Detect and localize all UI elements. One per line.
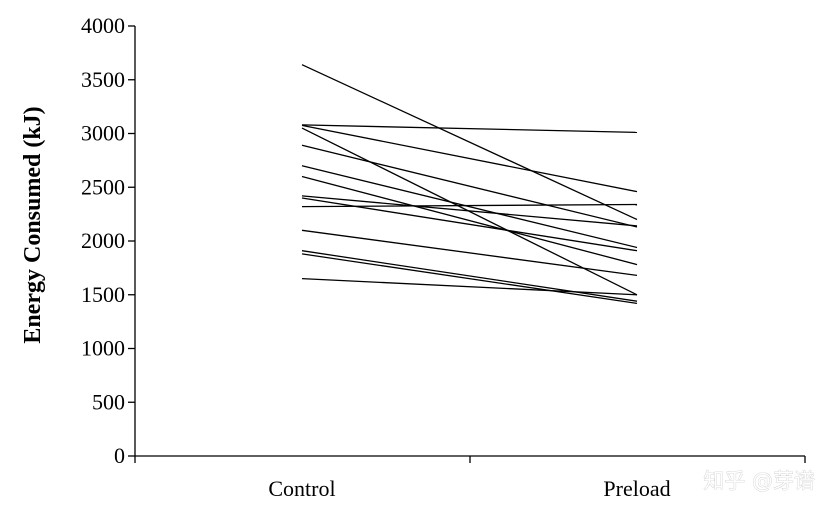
y-tick-label: 2500 — [81, 174, 125, 199]
series-line — [301, 144, 638, 228]
series-line — [301, 124, 638, 134]
y-tick-label: 2000 — [81, 228, 125, 253]
y-tick-label: 3000 — [81, 121, 125, 146]
series-line — [301, 229, 638, 277]
series-line — [301, 203, 638, 208]
x-tick-label: Control — [268, 476, 335, 501]
series-line — [301, 195, 638, 227]
y-tick-label: 3500 — [81, 67, 125, 92]
x-axis: Control Preload — [134, 455, 806, 501]
y-tick-label: 0 — [114, 443, 125, 468]
watermark: 知乎 @芽谱 — [703, 469, 815, 493]
series-line — [301, 64, 638, 221]
y-tick-label: 1000 — [81, 336, 125, 361]
y-tick-label: 500 — [92, 389, 125, 414]
series-line — [301, 253, 638, 305]
x-tick-label: Preload — [603, 476, 670, 501]
series-lines — [301, 64, 638, 305]
series-line — [301, 250, 638, 302]
y-axis-title: Energy Consumed (kJ) — [20, 106, 46, 343]
y-tick-label: 4000 — [81, 13, 125, 38]
series-line — [301, 124, 638, 193]
series-line — [301, 175, 638, 266]
y-tick-label: 1500 — [81, 282, 125, 307]
series-line — [301, 165, 638, 249]
y-axis: 0 500 1000 1500 2000 2500 3000 3500 4000 — [81, 13, 136, 468]
series-line — [301, 277, 638, 296]
